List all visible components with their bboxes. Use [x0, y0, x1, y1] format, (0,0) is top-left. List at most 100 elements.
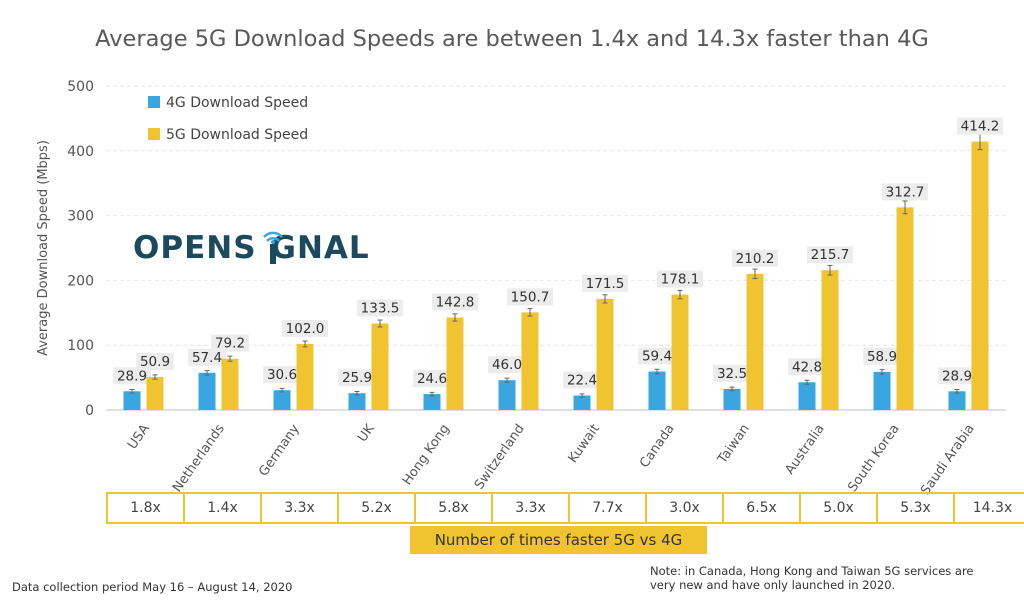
x-tick-label: Kuwait [566, 422, 603, 466]
ratio-cell: 5.8x [414, 492, 491, 524]
data-label: 215.7 [811, 247, 850, 263]
legend-label: 5G Download Speed [166, 127, 308, 143]
y-tick-label: 200 [67, 273, 94, 289]
data-label: 79.2 [215, 336, 245, 352]
bar-4g [498, 380, 516, 410]
y-tick-label: 100 [67, 338, 94, 354]
ratio-cell: 1.8x [106, 492, 183, 524]
data-label-bg [507, 288, 553, 306]
data-label-bg [211, 334, 249, 352]
y-tick-label: 500 [67, 79, 94, 95]
ratio-cell: 1.4x [183, 492, 260, 524]
legend-swatch [148, 96, 160, 108]
x-tick-label: Netherlands [170, 422, 228, 495]
data-label-bg [657, 270, 703, 288]
y-axis-label: Average Download Speed (Mbps) [36, 140, 51, 356]
data-label-bg [357, 299, 403, 317]
ratio-cell: 3.3x [491, 492, 568, 524]
data-label-bg [732, 249, 778, 267]
legend-label: 4G Download Speed [166, 95, 308, 111]
x-tick-label: Switzerland [472, 422, 528, 493]
bar-5g [221, 358, 239, 410]
data-label-bg [713, 364, 751, 382]
data-label: 22.4 [567, 372, 597, 388]
data-label-bg [338, 369, 376, 387]
logo-text-left: OPENS [133, 230, 257, 266]
bar-5g [896, 207, 914, 410]
bar-chart: 0 100 200 300 400 500 Average Download Speed (… [36, 79, 1006, 495]
data-label: 42.8 [792, 359, 822, 375]
x-tick-label: Canada [637, 422, 678, 471]
ratio-table: 1.8x 1.4x 3.3x 5.2x 5.8x 3.3x 7.7x 3.0x 6.5x 5.0x… [106, 492, 1024, 524]
data-label: 24.6 [417, 371, 447, 387]
ratio-cell: 5.0x [799, 492, 876, 524]
ratio-cell: 5.2x [337, 492, 414, 524]
opensignal-logo: OPENS GNAL [133, 230, 370, 266]
data-label-bg [582, 274, 628, 292]
data-label: 210.2 [736, 251, 775, 267]
bar-4g [948, 391, 966, 410]
bar-4g [873, 371, 891, 410]
ratio-cell: 3.3x [260, 492, 337, 524]
x-tick-label: Hong Kong [400, 422, 453, 489]
data-label: 57.4 [192, 350, 222, 366]
x-tick-label: Taiwan [715, 422, 753, 468]
data-label: 30.6 [267, 367, 297, 383]
x-tick-label: Saudi Arabia [918, 422, 978, 495]
data-label-bg [938, 367, 976, 385]
bar-4g [198, 372, 216, 410]
bar-4g [273, 390, 291, 410]
data-label-bg [113, 367, 151, 385]
bar-5g [971, 141, 989, 411]
y-tick-label: 300 [67, 209, 94, 225]
data-label-bg [957, 117, 1003, 135]
y-tick-label: 400 [67, 144, 94, 160]
x-tick-label: UK [355, 421, 378, 445]
data-label-bg [788, 358, 826, 376]
bar-4g [423, 394, 441, 410]
data-label-bg [488, 356, 526, 374]
bar-5g [146, 377, 164, 410]
data-label-bg [413, 370, 451, 388]
y-tick-label: 0 [85, 403, 94, 419]
ratio-caption: Number of times faster 5G vs 4G [410, 526, 707, 554]
legend-swatch [148, 128, 160, 140]
bar-4g [573, 395, 591, 410]
data-label: 46.0 [492, 357, 522, 373]
ratio-cell: 7.7x [568, 492, 645, 524]
data-label: 178.1 [661, 272, 700, 288]
data-collection-note: Data collection period May 16 – August 1… [12, 580, 293, 594]
bar-5g [596, 298, 614, 410]
bar-5g [821, 270, 839, 410]
signal-icon [263, 231, 283, 264]
data-label: 25.9 [342, 370, 372, 386]
data-label-bg [263, 366, 301, 384]
x-tick-label: South Korea [845, 422, 902, 495]
data-label-bg [563, 371, 601, 389]
data-label: 171.5 [586, 276, 625, 292]
data-label: 133.5 [361, 300, 400, 316]
data-label-bg [188, 348, 226, 366]
data-label-bg [882, 183, 928, 201]
data-label-bg [638, 347, 676, 365]
bar-4g [348, 393, 366, 410]
bar-5g [446, 317, 464, 410]
data-label-bg [136, 353, 174, 371]
data-label: 59.4 [642, 349, 672, 365]
data-label: 32.5 [717, 366, 747, 382]
bar-4g [123, 391, 141, 410]
data-label: 150.7 [511, 289, 550, 305]
logo-text-right: GNAL [270, 230, 370, 266]
data-label-bg [807, 246, 853, 264]
data-label: 102.0 [286, 321, 325, 337]
ratio-cell: 5.3x [876, 492, 953, 524]
ratio-cell: 3.0x [645, 492, 722, 524]
data-label: 50.9 [140, 354, 170, 370]
data-label: 28.9 [117, 368, 147, 384]
bar-5g [521, 312, 539, 410]
bar-5g [746, 273, 764, 410]
launch-note: Note: in Canada, Hong Kong and Taiwan 5G… [650, 564, 974, 592]
bar-5g [671, 294, 689, 410]
data-label: 28.9 [942, 368, 972, 384]
data-label-bg [432, 293, 478, 311]
